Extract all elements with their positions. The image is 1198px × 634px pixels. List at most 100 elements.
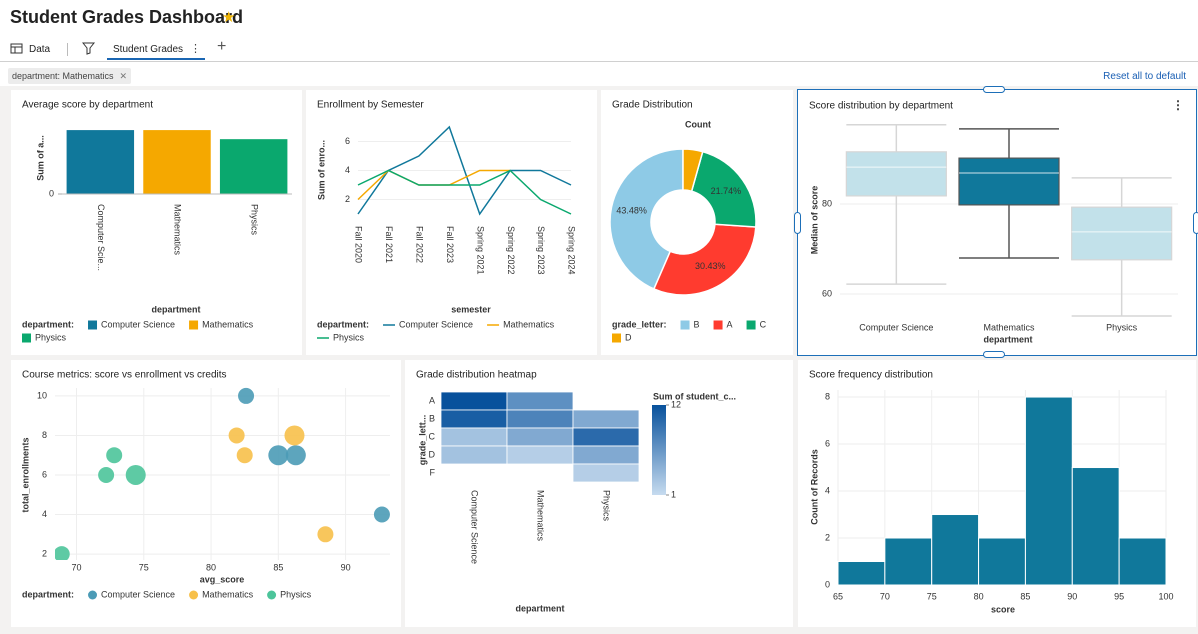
panel: Grade distribution heatmap A B C D F Computer … — [405, 360, 793, 627]
data-label: 21.74% — [711, 186, 742, 196]
x-tick-label: 70 — [72, 562, 82, 572]
histogram-bar — [1118, 537, 1167, 586]
x-axis-title: department — [151, 304, 200, 314]
filter-icon[interactable] — [82, 42, 96, 55]
y-tick-label: B — [429, 413, 435, 423]
x-tick-label: 75 — [927, 591, 937, 601]
legend-swatch — [88, 320, 98, 330]
x-tick-label: Fall 2020 — [354, 226, 364, 263]
heatmap-cell — [572, 409, 640, 429]
heatmap-cell — [506, 445, 574, 465]
bubble — [317, 526, 334, 543]
donut-slice — [690, 150, 757, 228]
resize-handle[interactable] — [1193, 212, 1198, 234]
legend-label: Physics — [280, 589, 312, 599]
legend-label: Computer Science — [101, 589, 175, 599]
x-axis-title: department — [983, 334, 1032, 344]
legend-label: A — [727, 319, 733, 329]
colorbar-tick-label: 1 — [671, 489, 676, 499]
chart-title: Score frequency distribution — [809, 370, 933, 381]
bubble — [236, 447, 253, 464]
chart-subtitle: Count — [685, 119, 711, 129]
x-axis-title: score — [991, 604, 1015, 614]
filter-chip-remove[interactable]: ✕ — [119, 71, 128, 81]
y-tick-label: D — [429, 449, 436, 459]
y-tick-label: 10 — [37, 390, 47, 400]
y-axis-title: Sum of a... — [35, 135, 45, 181]
panel: Course metrics: score vs enrollment vs c… — [11, 360, 401, 627]
y-tick-label: 2 — [42, 548, 47, 558]
legend-label: D — [625, 332, 632, 342]
panel-selected[interactable]: Score distribution by department ⋮ 60 80 Co… — [794, 86, 1198, 358]
legend-label: Mathematics — [202, 589, 254, 599]
x-tick-label: 80 — [206, 562, 216, 572]
chart-title: Average score by department — [22, 100, 153, 111]
legend-swatch — [680, 320, 690, 330]
y-tick-label: 2 — [825, 532, 830, 542]
tab-bar-border — [0, 61, 1198, 62]
panel-menu[interactable]: ⋮ — [1172, 98, 1184, 112]
y-tick-label: 8 — [825, 391, 830, 401]
legend-swatch — [88, 590, 98, 600]
y-tick-label: 4 — [345, 165, 350, 175]
resize-handle[interactable] — [983, 351, 1005, 358]
line-chart: Enrollment by Semester 2 4 6 Fall 2020 Fall 2… — [316, 100, 576, 343]
y-tick-label: 0 — [49, 188, 54, 198]
y-tick-label: 4 — [42, 509, 47, 519]
tab-data[interactable]: Data — [29, 44, 51, 55]
x-tick-label: Spring 2022 — [506, 226, 516, 275]
panel: Grade Distribution Count 43.48% 30.43% 21.74… — [601, 90, 793, 355]
legend-swatch — [22, 333, 31, 343]
heatmap-cell — [506, 409, 574, 429]
y-tick-label: F — [430, 467, 436, 477]
bar — [66, 130, 135, 194]
x-tick-label: 100 — [1158, 591, 1173, 601]
favorite-star[interactable]: ★ — [222, 9, 236, 26]
tab-student-grades[interactable]: Student Grades — [113, 44, 184, 55]
chart-title: Enrollment by Semester — [317, 100, 424, 111]
donut-slice — [652, 223, 757, 296]
resize-handle[interactable] — [794, 212, 801, 234]
x-tick-label: 90 — [1067, 591, 1077, 601]
heatmap-cell — [572, 427, 640, 447]
heatmap-cell — [506, 391, 574, 411]
x-tick-label: 85 — [273, 562, 283, 572]
heatmap-cell — [440, 445, 508, 465]
x-tick-label: Computer Scie... — [96, 204, 106, 271]
box — [958, 157, 1060, 206]
x-tick-label: Computer Science — [470, 490, 480, 564]
legend-title: department: — [22, 319, 74, 329]
line-series — [357, 169, 572, 215]
histogram-bar — [837, 561, 886, 586]
legend-label: C — [760, 319, 767, 329]
filter-chip[interactable]: department: Mathematics ✕ — [8, 68, 132, 84]
y-tick-label: 80 — [822, 198, 832, 208]
bar — [143, 130, 211, 194]
chart-title: Grade Distribution — [612, 100, 693, 111]
box — [1071, 206, 1173, 261]
donut-chart: Grade Distribution Count 43.48% 30.43% 21.74… — [609, 100, 767, 343]
reset-link[interactable]: Reset all to default — [1103, 71, 1186, 82]
legend-swatch — [189, 320, 199, 330]
histogram-bar — [884, 537, 933, 586]
tab-menu[interactable]: ⋮ — [190, 43, 201, 55]
resize-handle[interactable] — [983, 86, 1005, 93]
chart-title: Course metrics: score vs enrollment vs c… — [22, 370, 227, 381]
legend-swatch — [612, 333, 621, 343]
donut-slice — [682, 148, 704, 193]
bubble — [228, 427, 245, 444]
x-tick-label: Physics — [602, 490, 612, 522]
x-axis-title: avg_score — [200, 574, 245, 584]
histogram-chart: Score frequency distribution 0 2 4 6 8 65 70 75 8… — [809, 370, 1174, 615]
chart-title: Score distribution by department — [809, 101, 953, 112]
y-axis-title: grade_lett... — [417, 415, 427, 466]
bubble — [268, 445, 289, 466]
y-axis-title: Count of Records — [809, 449, 819, 525]
x-tick-label: Spring 2023 — [536, 226, 546, 275]
add-tab[interactable]: + — [217, 38, 227, 55]
legend-swatch — [713, 320, 723, 330]
heatmap-cell — [440, 391, 508, 411]
histogram-bar — [1024, 396, 1073, 586]
bubble — [98, 466, 115, 483]
